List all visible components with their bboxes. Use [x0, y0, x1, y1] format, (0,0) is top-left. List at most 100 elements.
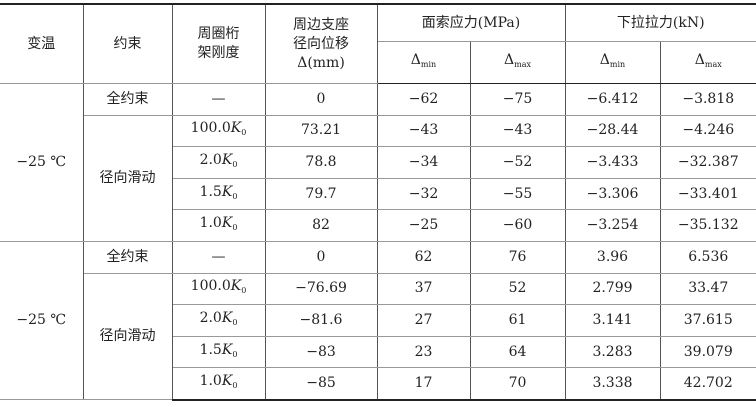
subscript: 0: [232, 349, 238, 359]
table-body: −25 ℃ 全约束 —0 −62 −75 −6.412 −3.818 径向滑动 100.0K0 7…: [0, 83, 756, 401]
value-cell: −76.69: [264, 273, 378, 306]
subscript: 0: [232, 223, 238, 233]
coefficient: 2.0: [199, 151, 222, 168]
value-cell: 0: [264, 83, 378, 116]
symbol: Δ: [504, 52, 515, 68]
value-cell: −32: [376, 178, 471, 211]
value-cell: 3.338: [564, 367, 661, 401]
constraint-cell: 径向滑动: [83, 115, 173, 242]
coefficient: 1.0: [199, 215, 222, 232]
header-line: Δ(mm): [297, 54, 345, 71]
value-cell: 79.7: [264, 178, 378, 211]
stiffness-cell: 100.0K0: [171, 273, 266, 306]
header-cell: 约束: [82, 3, 173, 84]
value-cell: −6.412: [564, 83, 661, 116]
value-cell: —: [171, 83, 266, 116]
symbol: Δ: [694, 52, 705, 68]
header-cell: Δmax: [659, 41, 756, 84]
data-table: 变温 约束 周圈桁 架刚度 周边支座 径向位移 Δ(mm) 面索应力(MPa) 下拉拉…: [0, 3, 756, 401]
value-cell: −33.401: [659, 178, 756, 211]
header-cell: 周边支座径向位移 Δ(mm): [264, 3, 378, 84]
value-cell: −32.387: [659, 146, 756, 179]
value-cell: −34: [376, 146, 471, 179]
stiffness-cell: 2.0K0: [172, 304, 266, 337]
value-cell: −62: [376, 83, 471, 116]
value-cell: 70: [469, 367, 566, 401]
value-cell: 76: [469, 240, 566, 274]
subscript: 0: [232, 191, 238, 201]
coefficient: 2.0: [199, 309, 222, 326]
variable: K: [221, 373, 233, 390]
subscript: 0: [232, 159, 238, 169]
value-cell: −81.6: [264, 304, 378, 337]
value-cell: −25: [376, 209, 471, 242]
value-cell: −4.246: [659, 115, 756, 148]
value-cell: 52: [469, 273, 566, 306]
table-row: 1.5K0 −83 23 64 3.283 39.079: [0, 336, 756, 369]
table-row: −25 ℃ 全约束 —0 62 76 3.96 6.536: [0, 240, 756, 401]
temperature-cell: −25 ℃: [0, 83, 84, 242]
header-cell: 变温: [0, 3, 84, 84]
stiffness-cell: 1.5K0: [172, 336, 266, 369]
constraint-cell: 径向滑动: [83, 273, 173, 401]
subscript: 0: [232, 381, 238, 391]
value-cell: 3.283: [564, 336, 661, 369]
subscript: min: [420, 60, 437, 69]
temperature-cell: −25 ℃: [0, 240, 84, 401]
table-row: 2.0K0 78.8 −34 −52 −3.433 −32.387: [0, 146, 756, 179]
table-row: 径向滑动 100.0K0 −76.69 37 52 2.799 33.47: [0, 273, 756, 401]
value-cell: 64: [469, 336, 566, 369]
header-cell: Δmin: [377, 41, 471, 84]
header-cell: 面索应力(MPa): [376, 3, 566, 42]
coefficient: 1.5: [199, 341, 222, 358]
value-cell: 73.21: [264, 115, 378, 148]
value-cell: −3.433: [564, 146, 661, 179]
table-row: 2.0K0 −81.6 27 61 3.141 37.615: [0, 304, 756, 337]
value-cell: 3.141: [564, 304, 661, 337]
value-cell: −28.44: [564, 115, 661, 148]
coefficient: 1.5: [199, 183, 222, 200]
value-cell: 33.47: [659, 273, 756, 306]
value-cell: −85: [264, 367, 378, 401]
subscript: max: [514, 60, 531, 69]
value-cell: −60: [469, 209, 566, 242]
header-line: 周圈桁: [197, 26, 240, 42]
value-cell: 39.079: [659, 336, 756, 369]
header-cell: 周圈桁 架刚度: [171, 3, 266, 84]
value-cell: 82: [264, 209, 378, 242]
value-cell: −55: [469, 178, 566, 211]
stiffness-cell: 1.5K0: [172, 178, 266, 211]
header-cell: Δmax: [469, 41, 566, 84]
table-row: 径向滑动 100.0K0 73.21 −43 −43 −28.44 −4.246: [0, 115, 756, 242]
variable: K: [230, 278, 242, 295]
value-cell: 42.702: [659, 367, 756, 401]
value-cell: 37.615: [659, 304, 756, 337]
header-line: 径向位移: [293, 35, 349, 52]
header-line: 周边支座: [293, 16, 349, 33]
stiffness-cell: 1.0K0: [172, 209, 266, 242]
stiffness-cell: 1.0K0: [172, 367, 266, 401]
symbol: Δ: [410, 52, 421, 68]
value-cell: −35.132: [659, 209, 756, 242]
variable: K: [221, 215, 233, 232]
value-cell: 37: [376, 273, 471, 306]
value-cell: 6.536: [659, 240, 756, 274]
variable: K: [221, 309, 233, 326]
value-cell: −52: [469, 146, 566, 179]
subscript: 0: [232, 317, 238, 327]
value-cell: 62: [376, 240, 471, 274]
value-cell: −3.306: [564, 178, 661, 211]
variable: K: [221, 183, 233, 200]
variable: K: [230, 120, 242, 137]
value-cell: 23: [376, 336, 471, 369]
variable: K: [221, 151, 233, 168]
header-cell: Δmin: [564, 41, 661, 84]
subscript: min: [609, 60, 626, 69]
value-cell: −3.818: [659, 83, 756, 116]
value-cell: 0: [264, 240, 378, 274]
value-cell: 78.8: [264, 146, 378, 179]
table-header: 变温 约束 周圈桁 架刚度 周边支座 径向位移 Δ(mm) 面索应力(MPa) 下拉拉…: [0, 3, 756, 84]
table-row: 1.5K0 79.7 −32 −55 −3.306 −33.401: [0, 178, 756, 211]
page: 变温 约束 周圈桁 架刚度 周边支座 径向位移 Δ(mm) 面索应力(MPa) 下拉拉…: [0, 3, 756, 407]
value-cell: −83: [264, 336, 378, 369]
